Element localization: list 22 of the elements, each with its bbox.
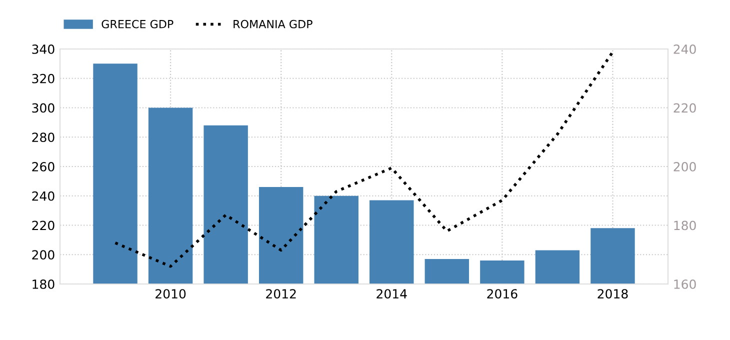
y2-tick-label: 160 bbox=[674, 279, 696, 289]
legend-label: ROMANIA GDP bbox=[234, 20, 312, 28]
x-tick-label: 2016 bbox=[487, 289, 518, 299]
x-tick-label: 2014 bbox=[376, 289, 407, 299]
line-series bbox=[114, 50, 614, 268]
y2-tick-label: 180 bbox=[674, 220, 696, 230]
y2-tick-label: 240 bbox=[674, 44, 696, 54]
x-tick-label: 2012 bbox=[266, 289, 296, 299]
x-tick-label: 2018 bbox=[598, 289, 628, 299]
y-tick-label: 280 bbox=[32, 132, 54, 142]
y-tick-label: 340 bbox=[32, 44, 54, 54]
y-tick-label: 180 bbox=[32, 279, 54, 289]
y-tick-label: 320 bbox=[32, 74, 54, 84]
y2-tick-label: 220 bbox=[674, 103, 696, 113]
y-tick-label: 240 bbox=[32, 191, 54, 201]
y-tick-label: 260 bbox=[32, 162, 54, 172]
y-tick-label: 200 bbox=[32, 250, 54, 260]
y2-tick-label: 200 bbox=[674, 162, 696, 172]
legend-label: GREECE GDP bbox=[102, 20, 174, 28]
y-tick-label: 220 bbox=[32, 220, 54, 230]
y-tick-label: 300 bbox=[32, 103, 54, 113]
x-tick-label: 2010 bbox=[156, 289, 186, 299]
